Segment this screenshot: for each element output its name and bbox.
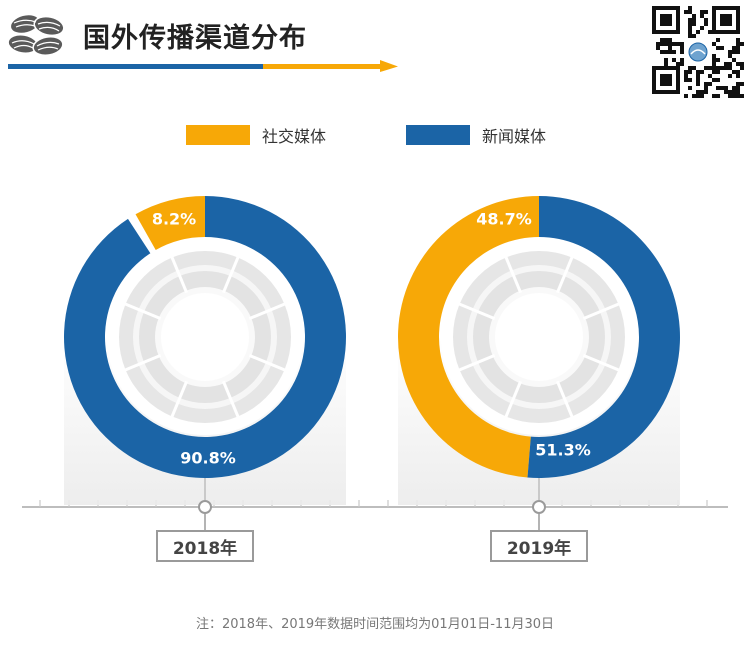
pie-slice-social: [135, 196, 205, 250]
inner-ring-divider: [170, 380, 189, 418]
inner-ring-divider: [221, 380, 240, 418]
pie-slice-social: [397, 196, 539, 478]
legend-swatch-news: [406, 125, 470, 145]
year-label-2019: 2019年: [490, 530, 588, 562]
data-label-social: 48.7%: [476, 210, 532, 229]
inner-ring-divider: [555, 256, 574, 294]
footnote: 注：2018年、2019年数据时间范围均为01月01日-11月30日: [195, 617, 555, 632]
inner-ring-divider: [170, 256, 189, 294]
legend-label-social: 社交媒体: [262, 127, 327, 146]
timeline-marker: [532, 500, 546, 514]
inner-ring-divider: [504, 256, 523, 294]
inner-ring-divider: [582, 353, 620, 372]
pie-slice-news: [527, 196, 680, 478]
inner-ring-divider: [582, 302, 620, 321]
inner-center: [161, 293, 249, 381]
timeline-marker: [198, 500, 212, 514]
donut-chart-2018: 8.2% 90.8%: [63, 196, 346, 530]
inner-ring-divider: [458, 302, 496, 321]
legend-item-news: 新闻媒体: [406, 122, 546, 148]
data-label-news: 90.8%: [180, 449, 236, 468]
data-label-social: 8.2%: [152, 210, 196, 229]
data-label-news: 51.3%: [535, 441, 591, 460]
inner-ring-divider: [221, 256, 240, 294]
page-title: 国外传播渠道分布: [83, 23, 307, 54]
inner-ring-divider: [124, 353, 162, 372]
qr-code-icon: [652, 6, 744, 98]
legend-item-social: 社交媒体: [186, 122, 326, 148]
year-label-2018: 2018年: [156, 530, 254, 562]
inner-ring-divider: [555, 380, 574, 418]
legend-label-news: 新闻媒体: [482, 127, 547, 146]
legend-swatch-social: [186, 125, 250, 145]
inner-center: [495, 293, 583, 381]
inner-ring-divider: [504, 380, 523, 418]
inner-ring-divider: [124, 302, 162, 321]
inner-ring-divider: [458, 353, 496, 372]
inner-ring-divider: [248, 353, 286, 372]
header: 国外传播渠道分布: [8, 8, 408, 72]
inner-ring-divider: [248, 302, 286, 321]
donut-chart-2019: 48.7% 51.3%: [397, 196, 680, 530]
title-underline: [8, 60, 398, 72]
legend: 社交媒体 新闻媒体: [0, 122, 750, 148]
logo-icon: [8, 13, 65, 56]
